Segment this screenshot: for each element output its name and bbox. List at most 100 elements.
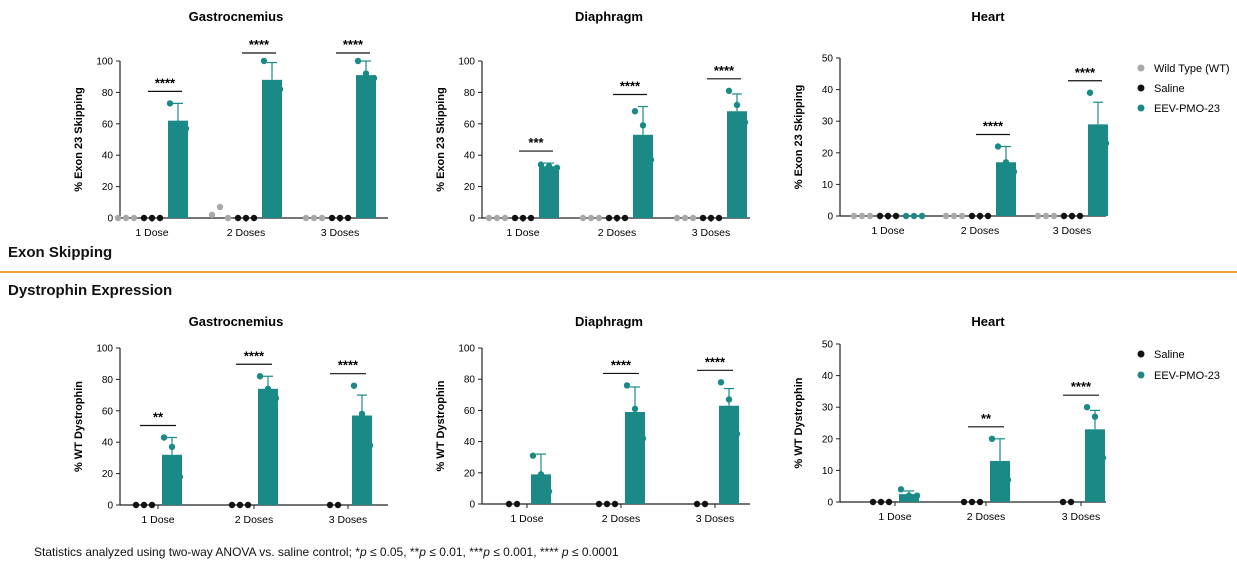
data-point <box>160 434 168 441</box>
data-point <box>647 156 655 164</box>
y-tick-label: 80 <box>102 375 114 386</box>
data-point <box>884 212 892 220</box>
data-point <box>264 385 272 393</box>
significance-label: **** <box>155 75 176 90</box>
data-point <box>699 214 707 222</box>
data-point <box>950 212 958 220</box>
data-point <box>1059 498 1067 506</box>
data-point <box>224 214 232 222</box>
data-point <box>511 214 519 222</box>
data-point <box>707 214 715 222</box>
significance-label: ** <box>153 409 164 424</box>
footnote-star-3: *** <box>469 545 484 559</box>
x-tick-label: 1 Dose <box>510 513 543 525</box>
data-point <box>689 214 697 222</box>
data-point <box>1076 212 1084 220</box>
y-axis-label: % Exon 23 Skipping <box>73 87 85 192</box>
data-point <box>505 500 513 508</box>
data-point <box>910 212 918 220</box>
data-point <box>733 430 741 437</box>
y-tick-label: 0 <box>107 214 113 225</box>
data-point <box>976 498 984 506</box>
data-point <box>897 486 905 493</box>
x-tick-label: 1 Dose <box>141 514 174 526</box>
data-point <box>885 498 893 506</box>
data-point <box>114 214 122 222</box>
data-bar <box>258 388 278 505</box>
data-point <box>1102 140 1110 147</box>
y-tick-label: 0 <box>827 498 833 509</box>
data-point <box>623 382 631 389</box>
data-point <box>148 501 156 509</box>
x-tick-label: 2 Doses <box>967 511 1006 523</box>
x-tick-label: 2 Doses <box>598 227 637 239</box>
y-axis-label: % Exon 23 Skipping <box>435 87 447 192</box>
data-point <box>122 214 130 222</box>
significance-label: **** <box>343 37 364 52</box>
significance-label: **** <box>249 37 270 52</box>
data-point <box>631 108 639 115</box>
footnote-lead: Statistics analyzed using two-way ANOVA … <box>34 545 356 559</box>
chart-panel-1: Gastrocnemius % Exon 23 Skipping 0 20 40 60 80… <box>73 9 388 239</box>
data-bar <box>1088 124 1108 216</box>
data-point <box>519 214 527 222</box>
data-point <box>553 164 561 171</box>
data-bar <box>990 460 1010 502</box>
data-point <box>693 500 701 508</box>
data-point <box>1068 212 1076 220</box>
data-bar <box>539 166 559 218</box>
data-point <box>1050 212 1058 220</box>
x-tick-label: 3 Doses <box>1062 511 1101 523</box>
data-point <box>216 203 224 211</box>
y-tick-label: 100 <box>458 57 475 68</box>
x-tick-label: 3 Doses <box>321 227 360 239</box>
data-point <box>717 379 725 386</box>
data-point <box>236 501 244 509</box>
data-point <box>1094 127 1102 134</box>
data-point <box>354 57 362 65</box>
footnote-threshold-4: ≤ 0.0001 <box>568 545 619 559</box>
data-bar <box>996 162 1016 216</box>
data-point <box>318 214 326 222</box>
y-tick-label: 20 <box>102 469 114 480</box>
data-point <box>328 214 336 222</box>
significance-label: *** <box>528 135 544 150</box>
y-tick-label: 20 <box>464 182 476 193</box>
y-tick-label: 50 <box>822 54 834 65</box>
data-point <box>537 161 545 168</box>
data-point <box>1067 498 1075 506</box>
legend-1: Wild Type (WT) Saline EEV-PMO-23 <box>1137 63 1230 115</box>
data-point <box>358 410 366 418</box>
y-tick-label: 40 <box>102 151 114 162</box>
chart-panel-6: Heart % WT Dystrophin 0 10 20 30 40 50 1 Dose 2 D… <box>793 314 1107 523</box>
data-point <box>326 501 334 509</box>
data-point <box>587 214 595 222</box>
footnote-p-3: p <box>483 545 490 559</box>
chart-title: Diaphragm <box>575 314 643 329</box>
y-tick-label: 100 <box>96 344 113 355</box>
data-point <box>741 119 749 126</box>
legend-label: Saline <box>1154 349 1185 361</box>
significance-label: **** <box>983 118 1004 133</box>
data-point <box>942 212 950 220</box>
y-tick-label: 40 <box>102 438 114 449</box>
data-point <box>988 435 996 442</box>
data-point <box>140 214 148 222</box>
data-point <box>370 75 378 82</box>
data-point <box>968 212 976 220</box>
x-tick-label: 3 Doses <box>329 514 368 526</box>
data-point <box>1099 454 1107 461</box>
section-label-exon-skipping: Exon Skipping <box>8 244 113 261</box>
y-tick-label: 30 <box>822 117 834 128</box>
data-bar <box>633 134 653 218</box>
footnote-p-2: p <box>419 545 426 559</box>
y-tick-label: 20 <box>822 434 834 445</box>
y-tick-label: 100 <box>96 57 113 68</box>
data-point <box>595 500 603 508</box>
y-tick-label: 40 <box>822 371 834 382</box>
data-point <box>336 214 344 222</box>
data-bar <box>168 120 188 218</box>
x-tick-label: 3 Doses <box>1053 225 1092 237</box>
legend-marker <box>1137 371 1145 379</box>
significance-label: **** <box>611 357 632 372</box>
